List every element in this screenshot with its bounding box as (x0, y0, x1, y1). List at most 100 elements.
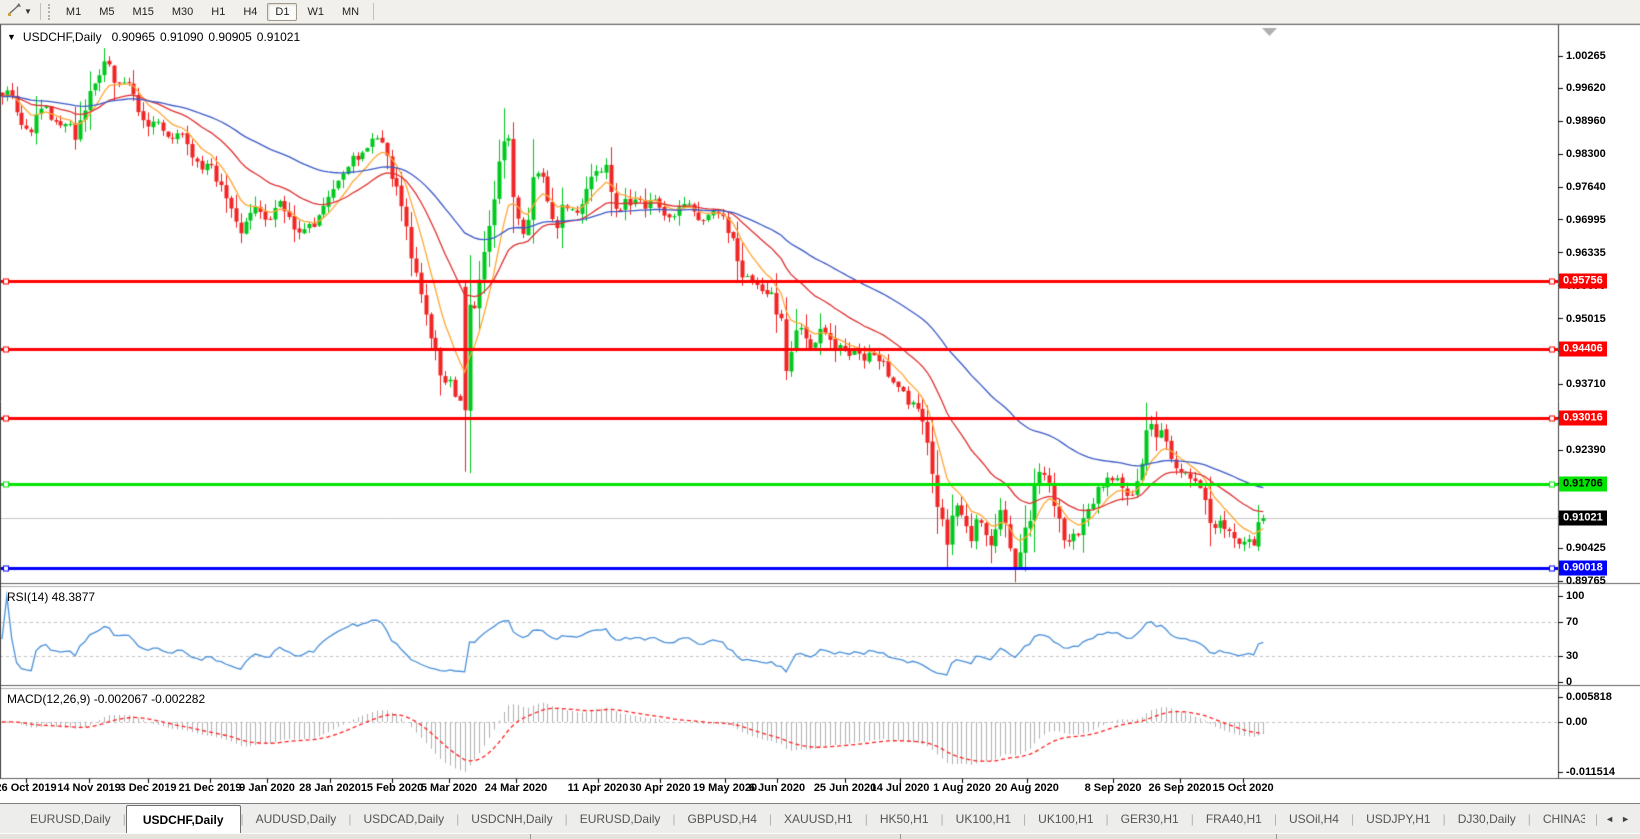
trendline-tool-icon (7, 2, 22, 22)
date-axis-label: 3 Dec 2019 (119, 782, 177, 794)
toolbar-separator (373, 3, 375, 20)
tab-separator: | (240, 811, 244, 826)
macd-axis-tick: 0.00 (1566, 716, 1588, 728)
date-axis-label: 8 Sep 2020 (1084, 782, 1142, 794)
tab-scroll-controls: | ◄ ► (1595, 811, 1630, 826)
date-axis-label: 5 Mar 2020 (420, 782, 478, 794)
timeframe-button-group: M1 M5 M15 M30 H1 H4 D1 W1 MN (57, 2, 368, 21)
price-axis-tick: 1.00265 (1566, 50, 1606, 62)
tab-usoil-h4[interactable]: USOil,H4 (1288, 811, 1339, 826)
current-price-badge: 0.91021 (1559, 510, 1607, 526)
price-axis-tick: 0.89765 (1566, 575, 1606, 587)
tab-dj30-daily[interactable]: DJ30,Daily (1457, 811, 1516, 826)
chart-title: ▼ USDCHF,Daily 0.90965 0.91090 0.90905 0… (7, 30, 305, 44)
date-axis-label: 24 Mar 2020 (484, 782, 548, 794)
tab-separator: | (940, 811, 944, 826)
tab-ger30-h1[interactable]: GER30,H1 (1120, 811, 1179, 826)
date-axis-label: 15 Oct 2020 (1212, 782, 1274, 794)
date-axis-label: 25 Jun 2020 (813, 782, 877, 794)
tab-hk50-h1[interactable]: HK50,H1 (879, 811, 929, 826)
tab-separator: | (1273, 811, 1277, 826)
tab-xauusd-h1[interactable]: XAUUSD,H1 (784, 811, 853, 826)
tab-separator: | (564, 811, 568, 826)
date-axis-label: 11 Apr 2020 (567, 782, 629, 794)
tab-china300-h1[interactable]: CHINA300,H1 (1542, 811, 1586, 826)
price-axis-tick: 0.98300 (1566, 148, 1606, 161)
timeframe-button-m1[interactable]: M1 (65, 5, 82, 18)
tab-separator: | (768, 811, 773, 826)
symbol-period-label: USDCHF,Daily (22, 30, 102, 44)
tab-separator: | (122, 811, 126, 826)
rsi-indicator-label: RSI(14) 48.3877 (7, 590, 96, 604)
timeframe-button-w1[interactable]: W1 (307, 5, 324, 18)
date-axis-label: 20 Aug 2020 (995, 782, 1059, 794)
tab-usdcad-daily[interactable]: USDCAD,Daily (363, 811, 445, 826)
rsi-axis-tick: 100 (1566, 590, 1585, 602)
timeframe-button-m30[interactable]: M30 (171, 5, 194, 18)
tab-usdcnh-daily[interactable]: USDCNH,Daily (471, 811, 553, 826)
date-axis-label: 6 Jun 2020 (748, 782, 806, 794)
price-axis-tick: 0.97640 (1566, 181, 1606, 194)
tab-gbpusd-h4[interactable]: GBPUSD,H4 (687, 811, 757, 826)
line-tool-button[interactable] (5, 2, 23, 22)
timeframe-button-h1[interactable]: H1 (211, 5, 226, 18)
date-axis-label: 9 Jan 2020 (239, 782, 295, 794)
rsi-axis-tick: 30 (1566, 650, 1579, 663)
tab-uk100-h1[interactable]: UK100,H1 (1038, 811, 1094, 826)
price-axis-tick: 0.90425 (1566, 542, 1606, 554)
macd-axis-tick: 0.005818 (1566, 690, 1612, 703)
tab-separator: | (348, 811, 352, 826)
ohlc-open: 0.90965 (111, 30, 155, 44)
rsi-axis-tick: 70 (1566, 615, 1579, 628)
tab-separator: | (1350, 811, 1355, 826)
toolbar-grip[interactable] (47, 3, 50, 20)
date-axis-label: 19 May 2020 (692, 782, 758, 794)
price-axis-tick: 0.99620 (1566, 82, 1606, 95)
hline-price-badge: 0.93016 (1559, 410, 1607, 426)
tab-separator: | (864, 811, 868, 826)
toolbar-separator (39, 3, 41, 20)
top-toolbar: ▼ M1 M5 M15 M30 H1 H4 D1 W1 MN (0, 0, 1640, 24)
timeframe-button-m15[interactable]: M15 (132, 5, 154, 18)
tab-separator: | (1105, 811, 1109, 826)
tab-scroll-right-icon[interactable]: ► (1621, 813, 1630, 824)
timeframe-button-d1[interactable]: D1 (267, 2, 298, 21)
date-axis-label: 26 Sep 2020 (1148, 782, 1212, 794)
timeframe-button-h4[interactable]: H4 (243, 5, 258, 18)
rsi-axis-tick: 0 (1566, 676, 1573, 688)
tab-separator: | (1442, 811, 1446, 826)
price-axis-tick: 0.95015 (1566, 312, 1606, 325)
tab-separator: | (456, 811, 460, 826)
price-axis-tick: 0.92390 (1566, 443, 1606, 456)
timeframe-button-m5[interactable]: M5 (99, 5, 115, 18)
tab-separator: | (672, 811, 676, 826)
tool-dropdown-caret-icon[interactable]: ▼ (24, 7, 32, 16)
tab-separator: | (1527, 811, 1531, 826)
price-axis-tick: 0.96335 (1566, 246, 1606, 259)
date-axis-label: 1 Aug 2020 (933, 782, 991, 794)
date-axis-label: 14 Jul 2020 (870, 782, 930, 794)
date-axis-label: 28 Jan 2020 (299, 782, 361, 794)
date-axis-label: 30 Apr 2020 (629, 782, 691, 794)
tab-scroll-left-icon[interactable]: ◄ (1605, 813, 1615, 824)
ohlc-low: 0.90905 (208, 30, 252, 44)
price-axis-tick: 0.93710 (1566, 377, 1606, 390)
price-axis-tick: 0.96995 (1566, 213, 1606, 226)
tab-audusd-daily[interactable]: AUDUSD,Daily (255, 811, 337, 826)
date-axis-label: 21 Dec 2019 (178, 782, 242, 794)
date-axis-label: 15 Feb 2020 (360, 782, 424, 794)
tab-eurusd-daily[interactable]: EURUSD,Daily (579, 811, 661, 826)
timeframe-button-mn[interactable]: MN (341, 5, 360, 18)
tab-uk100-h1[interactable]: UK100,H1 (955, 811, 1012, 826)
tab-usdchf-daily[interactable]: USDCHF,Daily (125, 805, 241, 833)
tab-separator: | (1190, 811, 1194, 826)
status-strip (0, 833, 1640, 839)
tab-fra40-h1[interactable]: FRA40,H1 (1205, 811, 1262, 826)
tab-eurusd-daily[interactable]: EURUSD,Daily (30, 811, 111, 826)
hline-price-badge: 0.91706 (1559, 476, 1607, 492)
ohlc-high: 0.91090 (160, 30, 204, 44)
tab-usdjpy-h1[interactable]: USDJPY,H1 (1366, 811, 1431, 826)
chart-collapse-icon[interactable]: ▼ (7, 32, 16, 42)
